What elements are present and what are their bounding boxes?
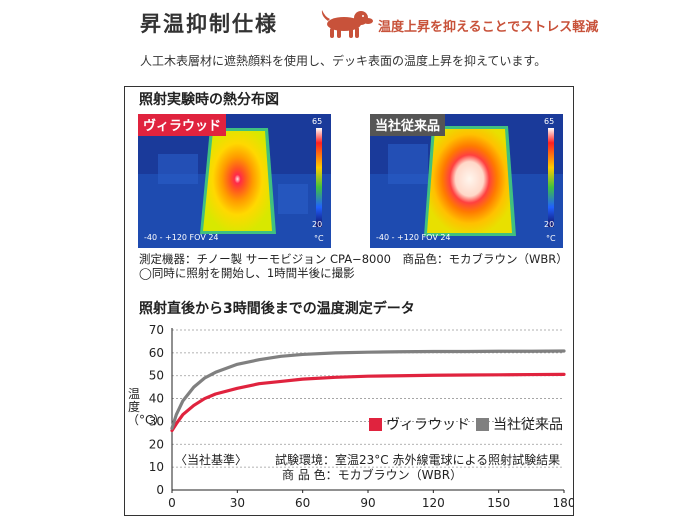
series-line-villawood <box>170 372 566 433</box>
legend-swatch-conventional <box>476 417 489 431</box>
thermal-heatmap <box>370 114 563 248</box>
thermal-badge: 当社従来品 <box>370 114 446 136</box>
fov-label: -40 - +120 FOV 24 <box>376 233 451 242</box>
x-tick-label: 180 <box>553 496 574 510</box>
thermal-caption-equipment: 測定機器：チノー製 サーモビジョン CPA−8000 商品色：モカブラウン（WB… <box>139 252 568 266</box>
chart-note-basis: 〈当社基準〉 <box>175 453 248 467</box>
y-axis-label: 温度（°C） <box>127 387 166 427</box>
scale-min: 20 <box>312 220 323 229</box>
dog-icon <box>321 10 373 38</box>
x-tick-label: 60 <box>295 496 310 510</box>
scale-unit: °C <box>546 234 556 243</box>
y-tick-label: 70 <box>149 323 164 337</box>
tagline: 温度上昇を抑えることでストレス軽減 <box>378 20 599 35</box>
y-tick-label: 0 <box>156 483 164 497</box>
content-panel <box>124 86 574 516</box>
description: 人工木表層材に遮熱顔料を使用し、デッキ表面の温度上昇を抑えています。 <box>140 54 547 68</box>
y-tick-label: 10 <box>149 460 164 474</box>
y-tick-label: 40 <box>149 392 164 406</box>
page-title: 昇温抑制仕様 <box>140 12 278 36</box>
series-line-conventional <box>170 349 566 430</box>
chart-legend: ヴィラウッド 当社従来品 <box>369 414 563 434</box>
y-tick-label: 30 <box>149 414 164 428</box>
x-tick-label: 150 <box>487 496 510 510</box>
thermal-image-villawood: ヴィラウッド 65 20 °C -40 - +120 FOV 24 <box>138 114 331 248</box>
thermal-image-conventional: 当社従来品 65 20 °C -40 - +120 FOV 24 <box>370 114 563 248</box>
legend-label-villawood: ヴィラウッド <box>386 417 470 433</box>
scale-unit: °C <box>314 234 324 243</box>
x-tick-label: 0 <box>168 496 176 510</box>
temperature-line-chart: 0 10 20 30 40 50 60 70 0 30 60 90 120 150 180 <box>149 323 574 510</box>
thermal-section-title: 照射実験時の熱分布図 <box>139 92 279 108</box>
thermal-badge: ヴィラウッド <box>138 114 227 136</box>
fov-label: -40 - +120 FOV 24 <box>144 233 219 242</box>
x-tick-label: 120 <box>422 496 445 510</box>
y-tick-label: 60 <box>149 346 164 360</box>
y-tick-label: 20 <box>149 437 164 451</box>
legend-label-conventional: 当社従来品 <box>493 417 563 433</box>
scale-max: 65 <box>544 117 555 126</box>
x-tick-label: 30 <box>230 496 245 510</box>
x-tick-label: 90 <box>360 496 375 510</box>
legend-swatch-villawood <box>369 417 382 431</box>
chart-title: 照射直後から3時間後までの温度測定データ <box>139 301 415 317</box>
thermal-heatmap <box>138 114 331 248</box>
y-tick-label: 50 <box>149 369 164 383</box>
chart-note-color: 商 品 色：モカブラウン（WBR） <box>282 468 463 482</box>
thermal-caption-timing: ◯同時に照射を開始し、1時間半後に撮影 <box>139 266 355 280</box>
scale-max: 65 <box>312 117 323 126</box>
chart-note-environment: 試験環境：室温23°C 赤外線電球による照射試験結果 <box>275 453 561 467</box>
scale-min: 20 <box>544 220 555 229</box>
